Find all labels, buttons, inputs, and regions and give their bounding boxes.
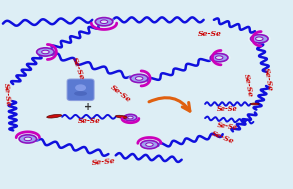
Ellipse shape (128, 116, 133, 119)
Ellipse shape (124, 114, 137, 121)
Ellipse shape (42, 50, 49, 54)
FancyBboxPatch shape (67, 79, 94, 101)
Text: Se-Se: Se-Se (197, 30, 222, 38)
Ellipse shape (208, 52, 231, 63)
Ellipse shape (251, 103, 259, 105)
Ellipse shape (128, 73, 151, 84)
Ellipse shape (215, 56, 223, 59)
Text: Se-Se: Se-Se (241, 73, 254, 98)
Text: Se-Se: Se-Se (2, 82, 12, 107)
Ellipse shape (251, 35, 268, 43)
Text: Se-Se: Se-Se (70, 55, 86, 81)
Text: Se-Se: Se-Se (78, 117, 101, 125)
Text: Se-Se: Se-Se (217, 121, 239, 132)
Text: Se-Se: Se-Se (262, 67, 274, 92)
Ellipse shape (100, 20, 108, 23)
Ellipse shape (115, 115, 128, 118)
Ellipse shape (138, 139, 161, 150)
Ellipse shape (93, 16, 115, 27)
Ellipse shape (248, 33, 271, 44)
Ellipse shape (37, 48, 54, 56)
Ellipse shape (146, 143, 153, 146)
Text: +: + (84, 102, 92, 112)
Ellipse shape (255, 37, 263, 40)
Ellipse shape (130, 74, 148, 83)
Ellipse shape (16, 133, 39, 144)
Ellipse shape (135, 77, 143, 80)
Ellipse shape (75, 84, 86, 91)
Text: Se-Se: Se-Se (210, 130, 235, 146)
Ellipse shape (74, 91, 87, 96)
Ellipse shape (24, 137, 32, 141)
Ellipse shape (95, 18, 113, 26)
Ellipse shape (141, 140, 158, 149)
Ellipse shape (210, 53, 228, 62)
Ellipse shape (19, 135, 37, 143)
Text: Se-Se: Se-Se (217, 105, 237, 113)
Text: Se-Se: Se-Se (108, 83, 132, 104)
Text: Se-Se: Se-Se (92, 156, 116, 167)
Ellipse shape (34, 46, 57, 57)
Ellipse shape (47, 114, 62, 118)
Ellipse shape (122, 113, 139, 122)
